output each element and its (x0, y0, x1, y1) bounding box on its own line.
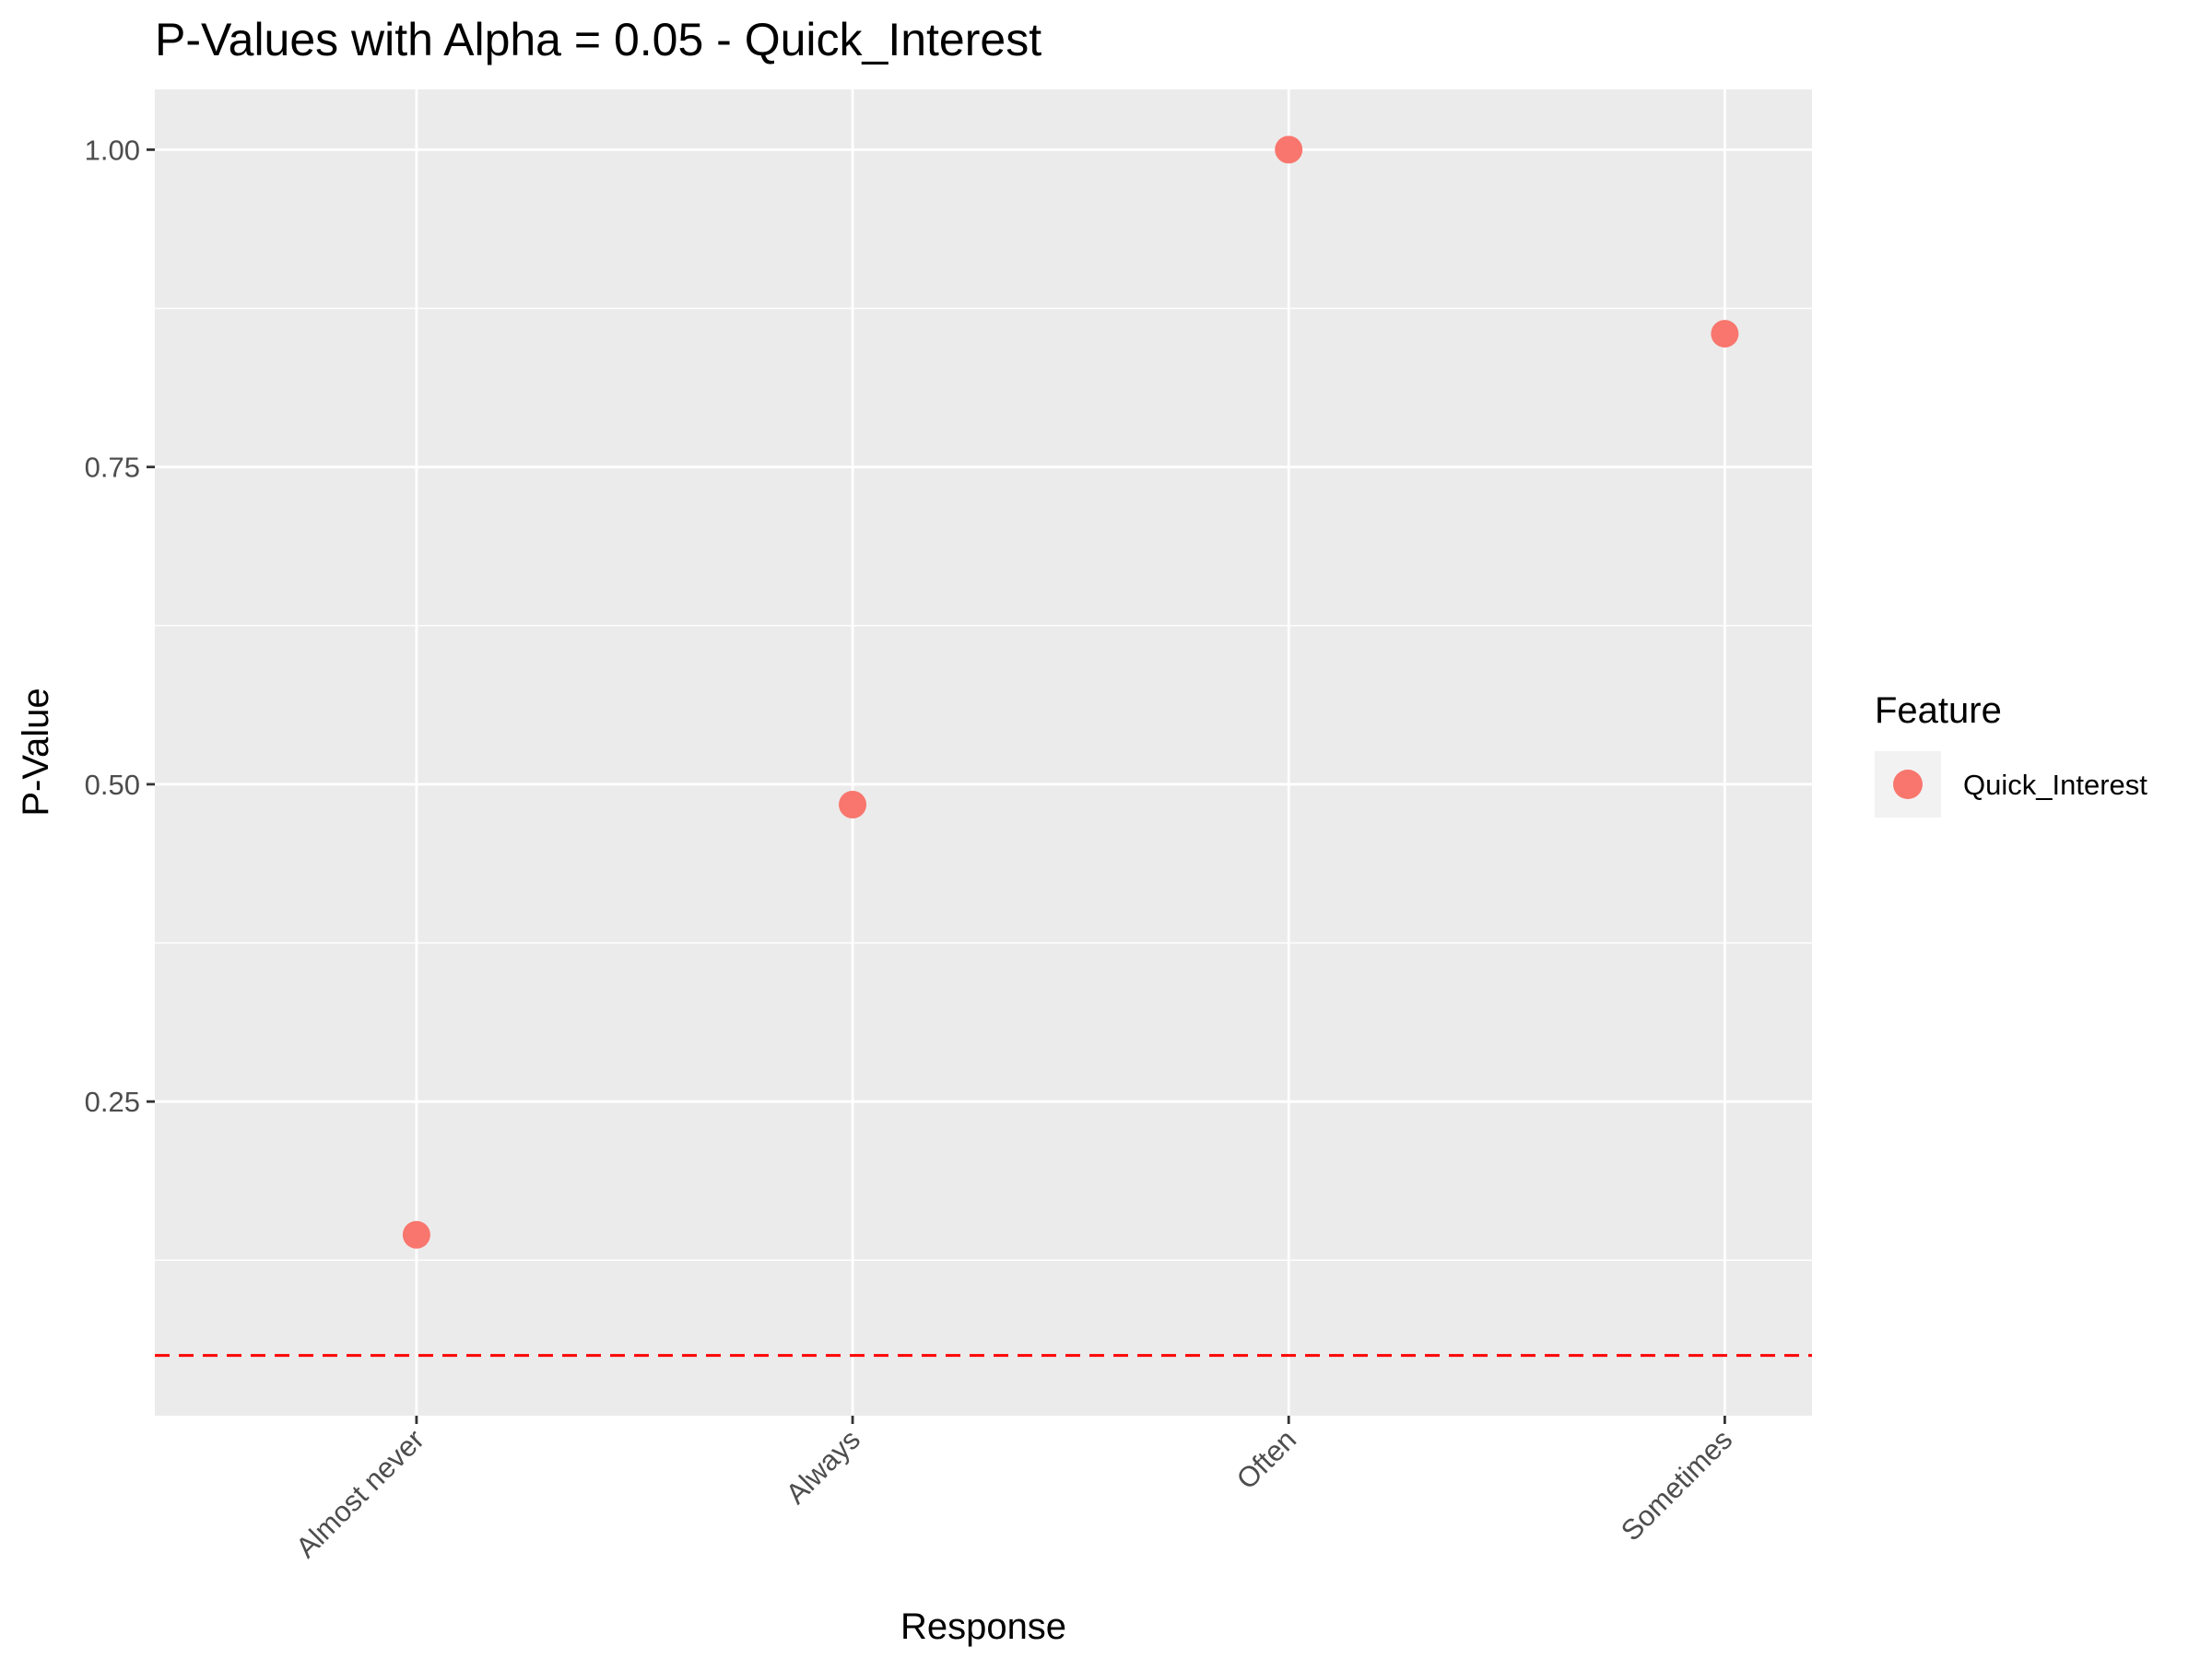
grid-major (155, 89, 1812, 1416)
y-tick-label: 0.50 (85, 769, 140, 801)
legend-title: Feature (1875, 690, 2002, 731)
x-axis-title: Response (900, 1606, 1066, 1647)
data-point (402, 1220, 430, 1249)
grid-minor (155, 307, 1812, 1262)
legend: Feature Quick_Interest (1875, 690, 2147, 818)
chart-title: P-Values with Alpha = 0.05 - Quick_Inter… (155, 14, 1041, 65)
x-axis: Almost never Always Often Sometimes (289, 1416, 1738, 1564)
legend-label: Quick_Interest (1963, 769, 2147, 801)
data-points (402, 135, 1739, 1249)
x-tick-label: Sometimes (1615, 1423, 1738, 1547)
data-point (839, 790, 867, 818)
y-tick-label: 1.00 (85, 134, 140, 166)
y-tick-label: 0.25 (85, 1086, 140, 1118)
data-point (1711, 320, 1739, 348)
x-tick-label: Almost never (289, 1423, 430, 1564)
y-tick-label: 0.75 (85, 452, 140, 484)
y-axis-title: P-Value (16, 688, 56, 816)
x-tick-label: Often (1230, 1423, 1302, 1495)
y-axis: 0.25 0.50 0.75 1.00 (85, 134, 155, 1118)
data-point (1275, 135, 1303, 164)
plot-panel (155, 89, 1812, 1416)
x-tick-label: Always (780, 1423, 866, 1510)
legend-key-point (1893, 770, 1923, 799)
